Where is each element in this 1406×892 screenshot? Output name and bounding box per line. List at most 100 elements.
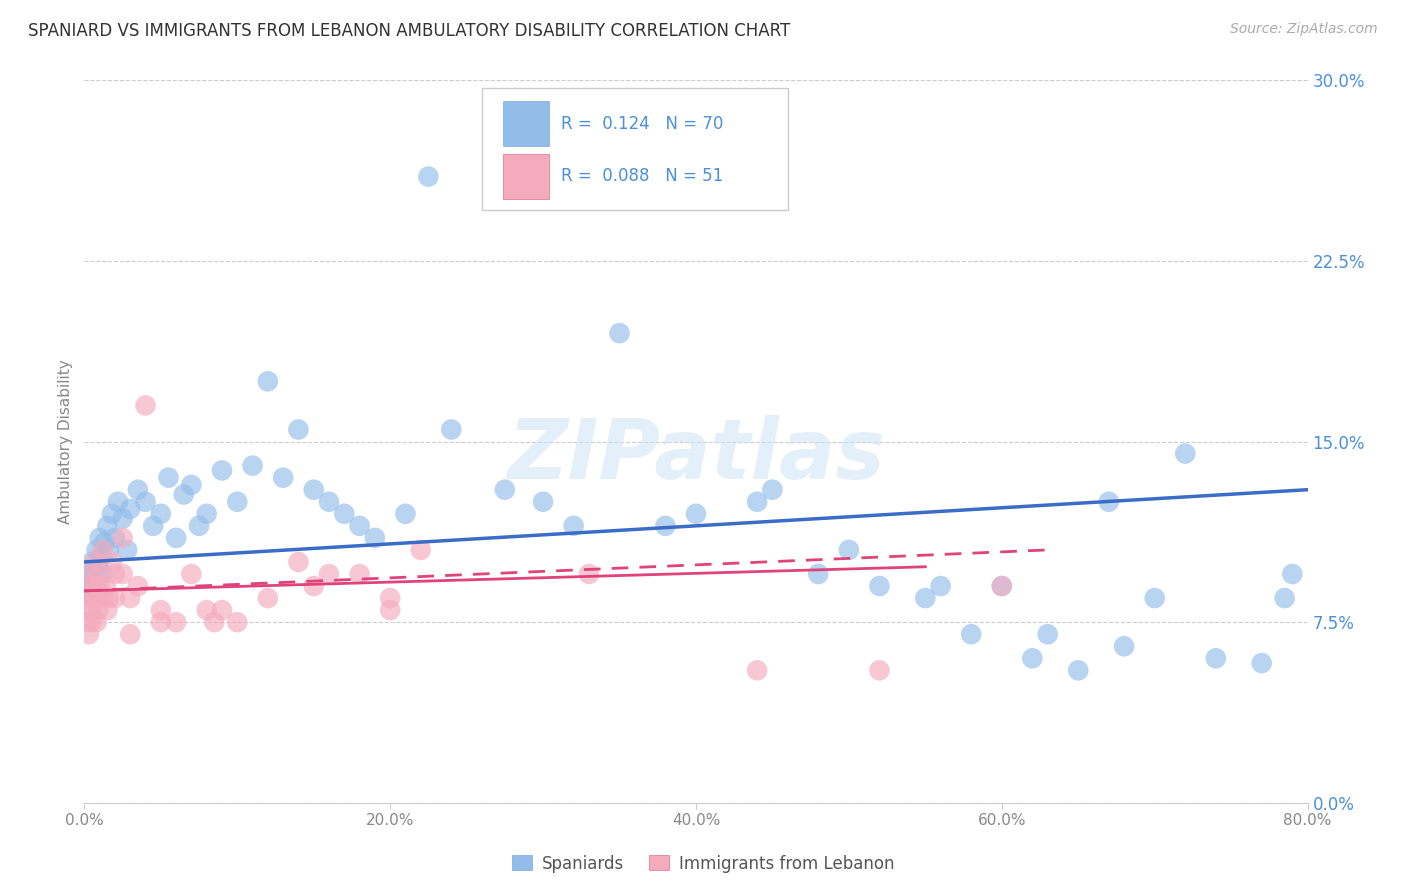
Point bbox=[302, 483, 325, 497]
Point bbox=[104, 591, 127, 606]
Point bbox=[1174, 446, 1197, 460]
Point bbox=[83, 579, 105, 593]
Point bbox=[90, 550, 112, 565]
Point bbox=[89, 567, 111, 582]
Point bbox=[94, 579, 117, 593]
Point bbox=[77, 583, 100, 598]
Point bbox=[165, 531, 187, 545]
Point bbox=[257, 375, 280, 389]
Point bbox=[79, 603, 101, 617]
Point bbox=[96, 519, 118, 533]
Point bbox=[494, 483, 516, 497]
Point bbox=[960, 627, 983, 641]
Point bbox=[409, 542, 432, 557]
Point bbox=[120, 627, 142, 641]
Point bbox=[173, 487, 195, 501]
Text: R =  0.124   N = 70: R = 0.124 N = 70 bbox=[561, 115, 724, 133]
Point bbox=[838, 542, 860, 557]
Point bbox=[418, 169, 440, 184]
Point bbox=[93, 535, 115, 549]
Point bbox=[83, 591, 105, 606]
Point bbox=[75, 591, 97, 606]
Point bbox=[929, 579, 952, 593]
Point bbox=[127, 579, 149, 593]
Point bbox=[149, 615, 172, 630]
Point bbox=[747, 664, 769, 678]
Point bbox=[333, 507, 356, 521]
Point bbox=[318, 494, 340, 508]
Point bbox=[287, 423, 309, 437]
Point bbox=[104, 567, 127, 582]
Point bbox=[79, 603, 101, 617]
Point bbox=[87, 603, 110, 617]
Point bbox=[349, 519, 371, 533]
Point bbox=[104, 531, 127, 545]
Point bbox=[1067, 664, 1090, 678]
Point bbox=[287, 555, 309, 569]
Point bbox=[96, 603, 118, 617]
Y-axis label: Ambulatory Disability: Ambulatory Disability bbox=[58, 359, 73, 524]
Point bbox=[609, 326, 631, 341]
Point bbox=[226, 494, 249, 508]
Point bbox=[107, 494, 129, 508]
Point bbox=[349, 567, 371, 582]
Point bbox=[364, 531, 387, 545]
Point bbox=[380, 591, 402, 606]
Point bbox=[84, 579, 107, 593]
Point bbox=[394, 507, 416, 521]
Point bbox=[211, 603, 233, 617]
Point bbox=[1250, 656, 1272, 670]
Point bbox=[578, 567, 600, 582]
Point bbox=[89, 579, 111, 593]
Point bbox=[135, 398, 157, 412]
Point bbox=[77, 579, 100, 593]
Point bbox=[531, 494, 554, 508]
Text: ZIPatlas: ZIPatlas bbox=[508, 416, 884, 497]
Bar bbox=[503, 154, 550, 199]
Point bbox=[195, 507, 218, 521]
Point bbox=[226, 615, 249, 630]
Point bbox=[101, 555, 124, 569]
Point bbox=[80, 615, 103, 630]
Point bbox=[869, 664, 891, 678]
Bar bbox=[503, 101, 550, 146]
Point bbox=[87, 559, 110, 574]
Point bbox=[440, 423, 463, 437]
Point bbox=[80, 555, 103, 569]
Point bbox=[83, 591, 105, 606]
Point bbox=[84, 591, 107, 606]
Point bbox=[89, 531, 111, 545]
Point bbox=[257, 591, 280, 606]
Point bbox=[807, 567, 830, 582]
Text: Source: ZipAtlas.com: Source: ZipAtlas.com bbox=[1230, 22, 1378, 37]
Point bbox=[142, 519, 165, 533]
FancyBboxPatch shape bbox=[482, 87, 787, 211]
Point bbox=[991, 579, 1014, 593]
Point bbox=[180, 478, 202, 492]
Point bbox=[91, 591, 114, 606]
Point bbox=[79, 567, 101, 582]
Point bbox=[242, 458, 264, 473]
Point bbox=[76, 615, 98, 630]
Point bbox=[991, 579, 1014, 593]
Point bbox=[188, 519, 211, 533]
Point bbox=[302, 579, 325, 593]
Point bbox=[211, 463, 233, 477]
Point bbox=[747, 494, 769, 508]
Point bbox=[869, 579, 891, 593]
Point bbox=[914, 591, 936, 606]
Point bbox=[761, 483, 783, 497]
Point bbox=[1098, 494, 1121, 508]
Point bbox=[135, 494, 157, 508]
Point bbox=[120, 502, 142, 516]
Point bbox=[271, 471, 294, 485]
Point bbox=[1036, 627, 1059, 641]
Point bbox=[76, 574, 98, 589]
Point bbox=[195, 603, 218, 617]
Point bbox=[1114, 639, 1136, 653]
Point bbox=[1281, 567, 1303, 582]
Point bbox=[86, 542, 108, 557]
Point bbox=[149, 507, 172, 521]
Point bbox=[86, 579, 108, 593]
Legend: Spaniards, Immigrants from Lebanon: Spaniards, Immigrants from Lebanon bbox=[505, 848, 901, 880]
